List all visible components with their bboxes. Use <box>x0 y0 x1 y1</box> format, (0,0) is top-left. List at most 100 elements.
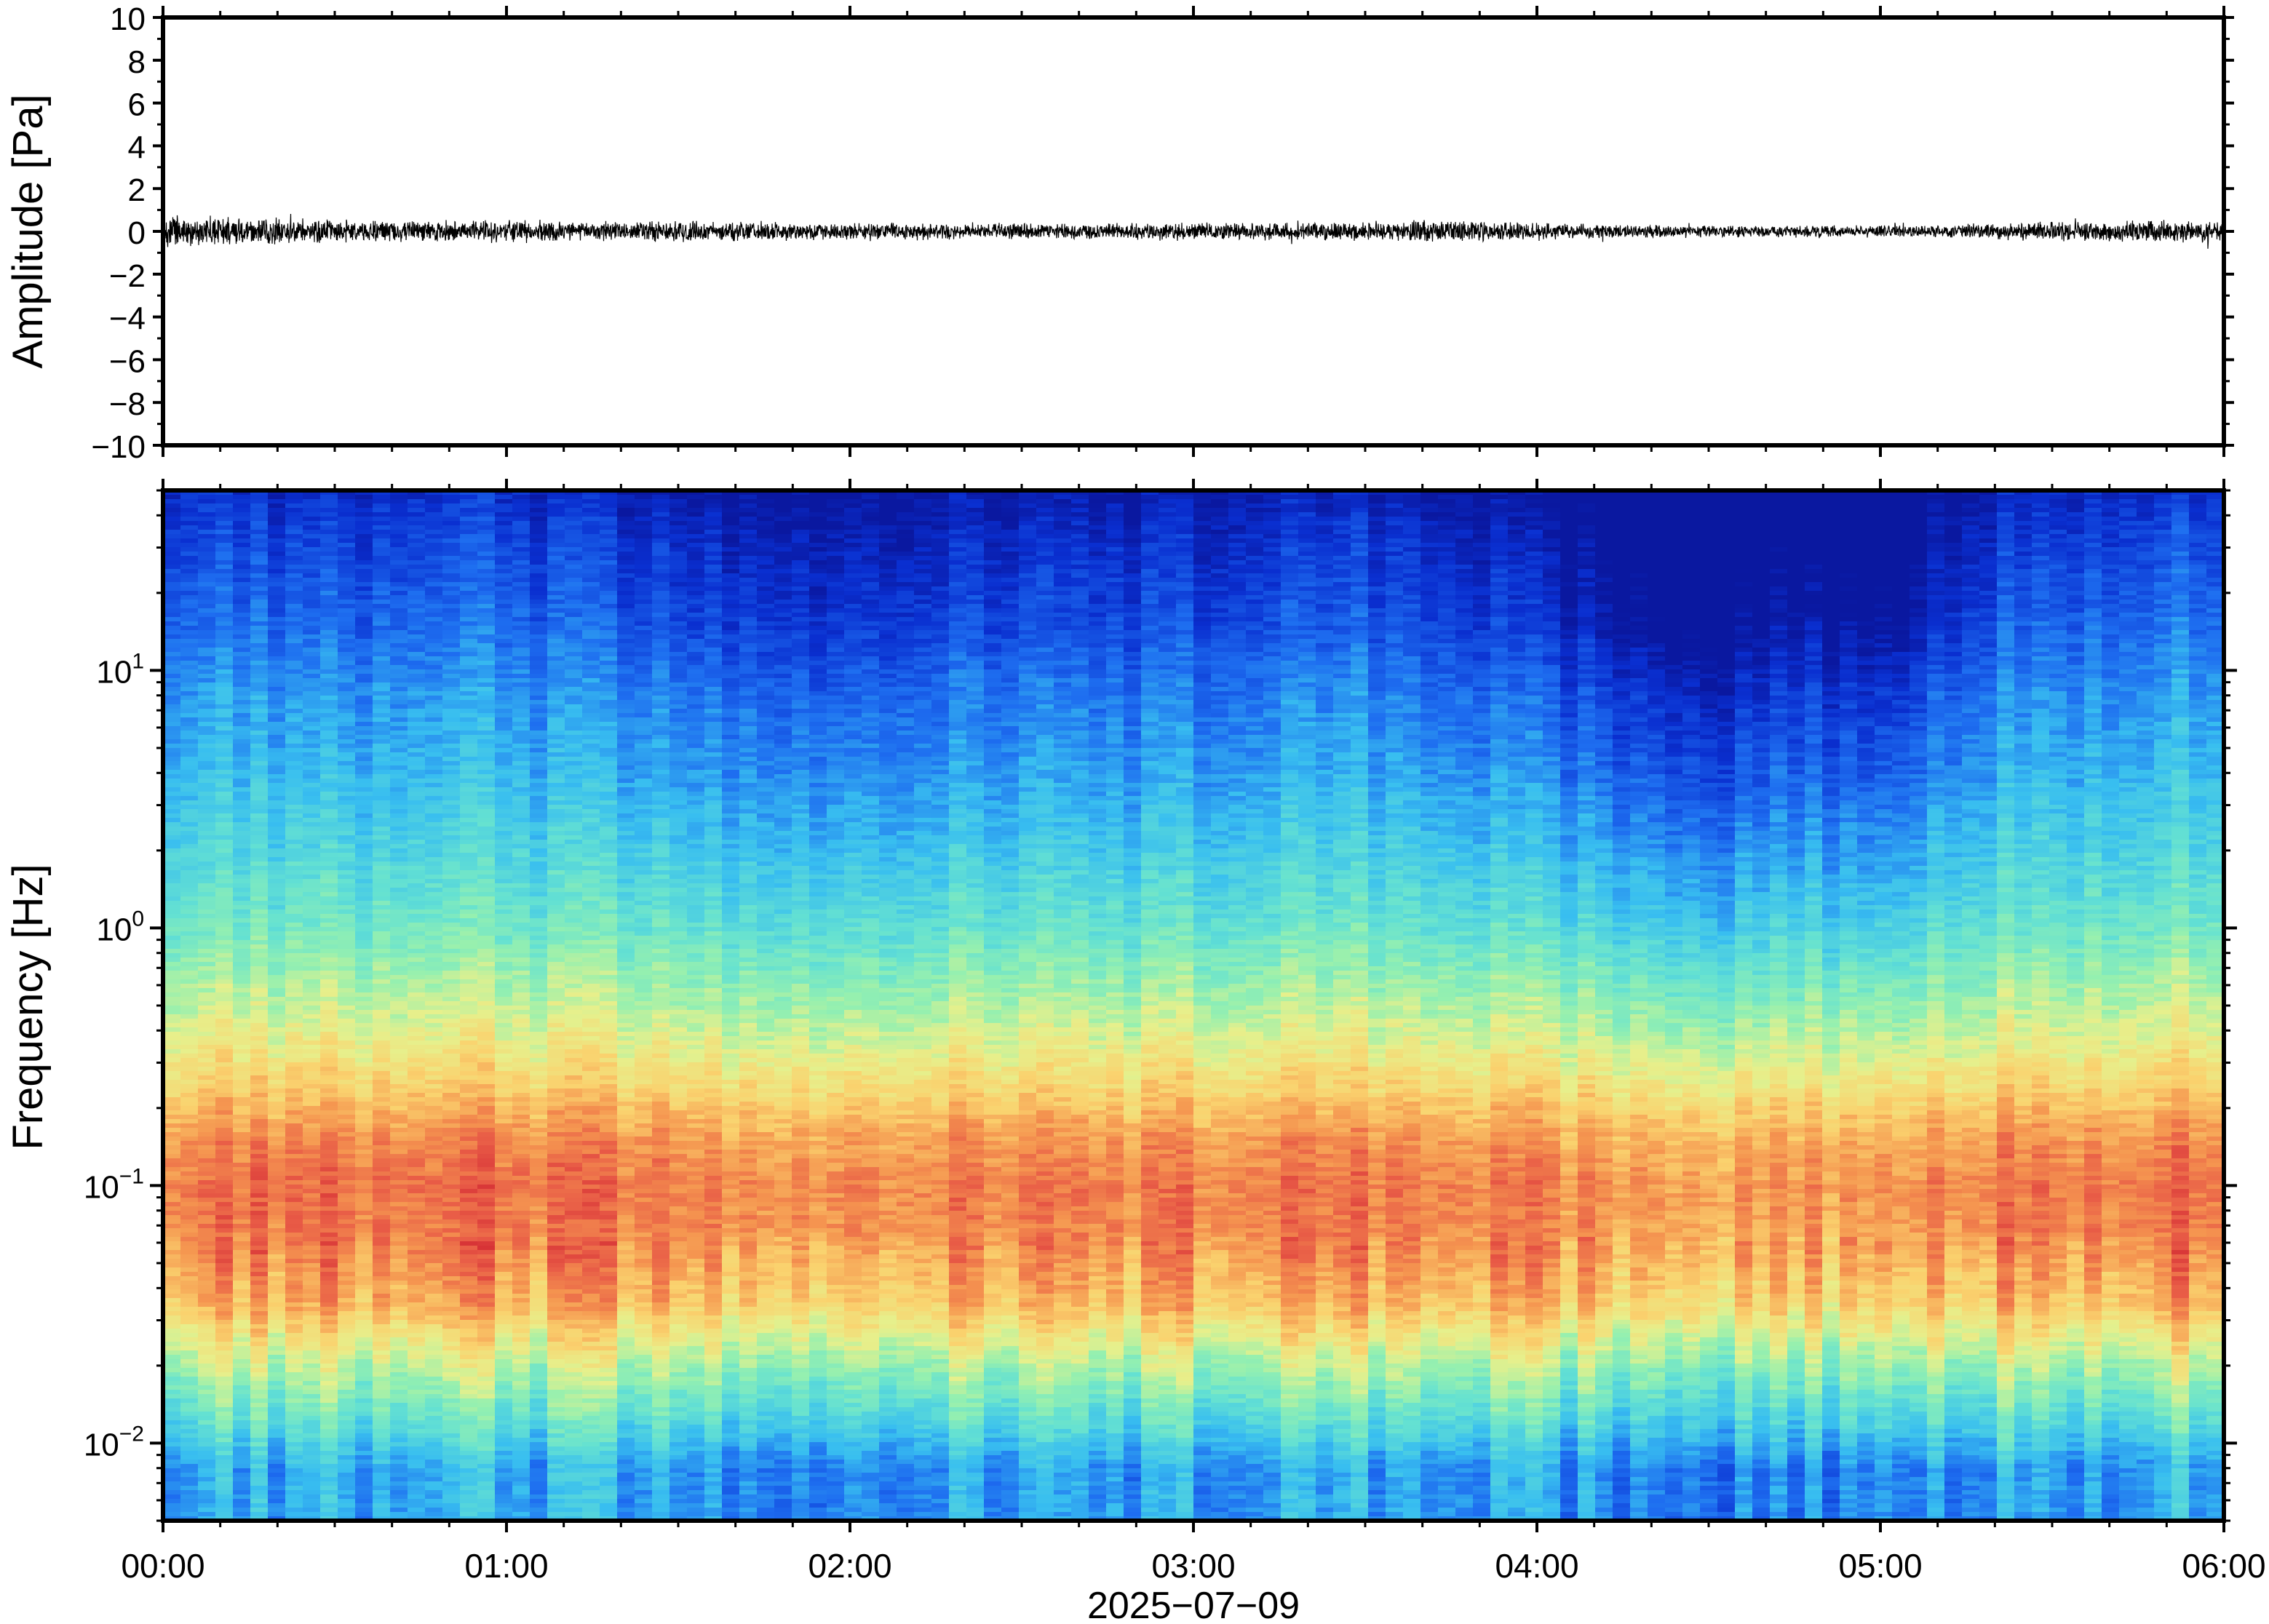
spectrogram-cell <box>1403 573 1421 578</box>
spectrogram-cell <box>233 499 251 504</box>
spectrogram-cell <box>1682 648 1701 653</box>
spectrogram-cell <box>774 661 792 666</box>
spectrogram-cell <box>1333 643 1351 648</box>
spectrogram-cell <box>582 547 600 552</box>
spectrogram-cell <box>1787 534 1805 539</box>
spectrogram-cell <box>774 648 792 653</box>
spectrogram-cell <box>862 591 880 596</box>
spectrogram-cell <box>512 578 531 583</box>
spectrogram-cell <box>1840 534 1858 539</box>
spectrogram-cell <box>1927 648 1945 653</box>
spectrogram-cell <box>250 604 269 609</box>
spectrogram-cell <box>442 569 461 574</box>
spectrogram-cell <box>1455 543 1474 548</box>
spectrogram-cell <box>1246 569 1264 574</box>
spectrogram-cell <box>1910 543 1928 548</box>
spectrogram-cell <box>565 586 583 592</box>
spectrogram-cell <box>1228 639 1247 644</box>
spectrogram-cell <box>722 595 740 600</box>
spectrogram-cell <box>565 560 583 565</box>
spectrogram-cell <box>774 547 792 552</box>
spectrogram-cell <box>1560 639 1578 644</box>
spectrogram-cell <box>897 652 915 657</box>
spectrogram-cell <box>1298 578 1316 583</box>
spectrogram-cell <box>704 608 723 613</box>
spectrogram-cell <box>1595 648 1613 653</box>
spectrogram-cell <box>1578 547 1596 552</box>
spectrogram-cell <box>792 630 810 635</box>
spectrogram-cell <box>1159 517 1177 522</box>
spectrogram-cell <box>1455 621 1474 626</box>
spectrogram-cell <box>635 604 653 609</box>
spectrogram-cell <box>477 613 496 618</box>
spectrogram-cell <box>1962 560 1980 565</box>
spectrogram-cell <box>268 617 286 622</box>
spectrogram-cell <box>442 525 461 530</box>
spectrogram-cell <box>1455 665 1474 670</box>
spectrogram-cell <box>1787 586 1805 592</box>
spectrogram-cell <box>774 652 792 657</box>
spectrogram-cell <box>617 595 635 600</box>
spectrogram-cell <box>1927 617 1945 622</box>
spectrogram-cell <box>1159 582 1177 587</box>
spectrogram-cell <box>931 517 950 522</box>
spectrogram-cell <box>1490 552 1509 557</box>
spectrogram-cell <box>1508 552 1526 557</box>
spectrogram-cell <box>652 617 670 622</box>
spectrogram-cell <box>809 652 827 657</box>
spectrogram-cell <box>565 634 583 640</box>
spectrogram-cell <box>704 543 723 548</box>
spectrogram-cell <box>1944 586 1963 592</box>
spectrogram-cell <box>722 648 740 653</box>
spectrogram-cell <box>635 521 653 526</box>
spectrogram-cell <box>1106 547 1124 552</box>
spectrogram-cell <box>1578 652 1596 657</box>
spectrogram-cell <box>2067 543 2085 548</box>
spectrogram-cell <box>2049 630 2067 635</box>
spectrogram-cell <box>1997 656 2015 661</box>
spectrogram-cell <box>425 656 443 661</box>
spectrogram-cell <box>2014 643 2032 648</box>
spectrogram-cell <box>931 656 950 661</box>
spectrogram-cell <box>1927 517 1945 522</box>
spectrogram-cell <box>617 648 635 653</box>
spectrogram-cell <box>1106 613 1124 618</box>
spectrogram-cell <box>2137 621 2155 626</box>
spectrogram-cell <box>1910 613 1928 618</box>
spectrogram-cell <box>390 543 408 548</box>
spectrogram-cell <box>617 560 635 565</box>
spectrogram-cell <box>722 512 740 517</box>
spectrogram-cell <box>1752 517 1771 522</box>
spectrogram-cell <box>617 538 635 544</box>
spectrogram-cell <box>2067 617 2085 622</box>
spectrogram-cell <box>1578 512 1596 517</box>
spectrogram-cell <box>390 586 408 592</box>
spectrogram-cell <box>1682 652 1701 657</box>
spectrogram-cell <box>303 512 321 517</box>
spectrogram-cell <box>2102 508 2120 513</box>
spectrogram-cell <box>512 534 531 539</box>
spectrogram-cell <box>460 573 478 578</box>
spectrogram-cell <box>1159 613 1177 618</box>
spectrogram-cell <box>303 652 321 657</box>
spectrogram-cell <box>442 639 461 644</box>
spectrogram-cell <box>1944 652 1963 657</box>
spectrogram-cell <box>180 560 199 565</box>
spectrogram-cell <box>635 573 653 578</box>
spectrogram-cell <box>1351 591 1369 596</box>
spectrogram-cell <box>1648 560 1666 565</box>
spectrogram-cell <box>1543 543 1561 548</box>
spectrogram-cell <box>390 591 408 596</box>
spectrogram-cell <box>215 600 234 605</box>
spectrogram-cell <box>1089 613 1107 618</box>
spectrogram-cell <box>1001 652 1020 657</box>
spectrogram-cell <box>1281 643 1299 648</box>
spectrogram-cell <box>250 525 269 530</box>
spectrogram-cell <box>1106 665 1124 670</box>
spectrogram-cell <box>565 512 583 517</box>
spectrogram-cell <box>442 556 461 561</box>
spectrogram-cell <box>1927 565 1945 570</box>
spectrogram-cell <box>1752 621 1771 626</box>
spectrogram-cell <box>1525 595 1543 600</box>
spectrogram-cell <box>1944 560 1963 565</box>
